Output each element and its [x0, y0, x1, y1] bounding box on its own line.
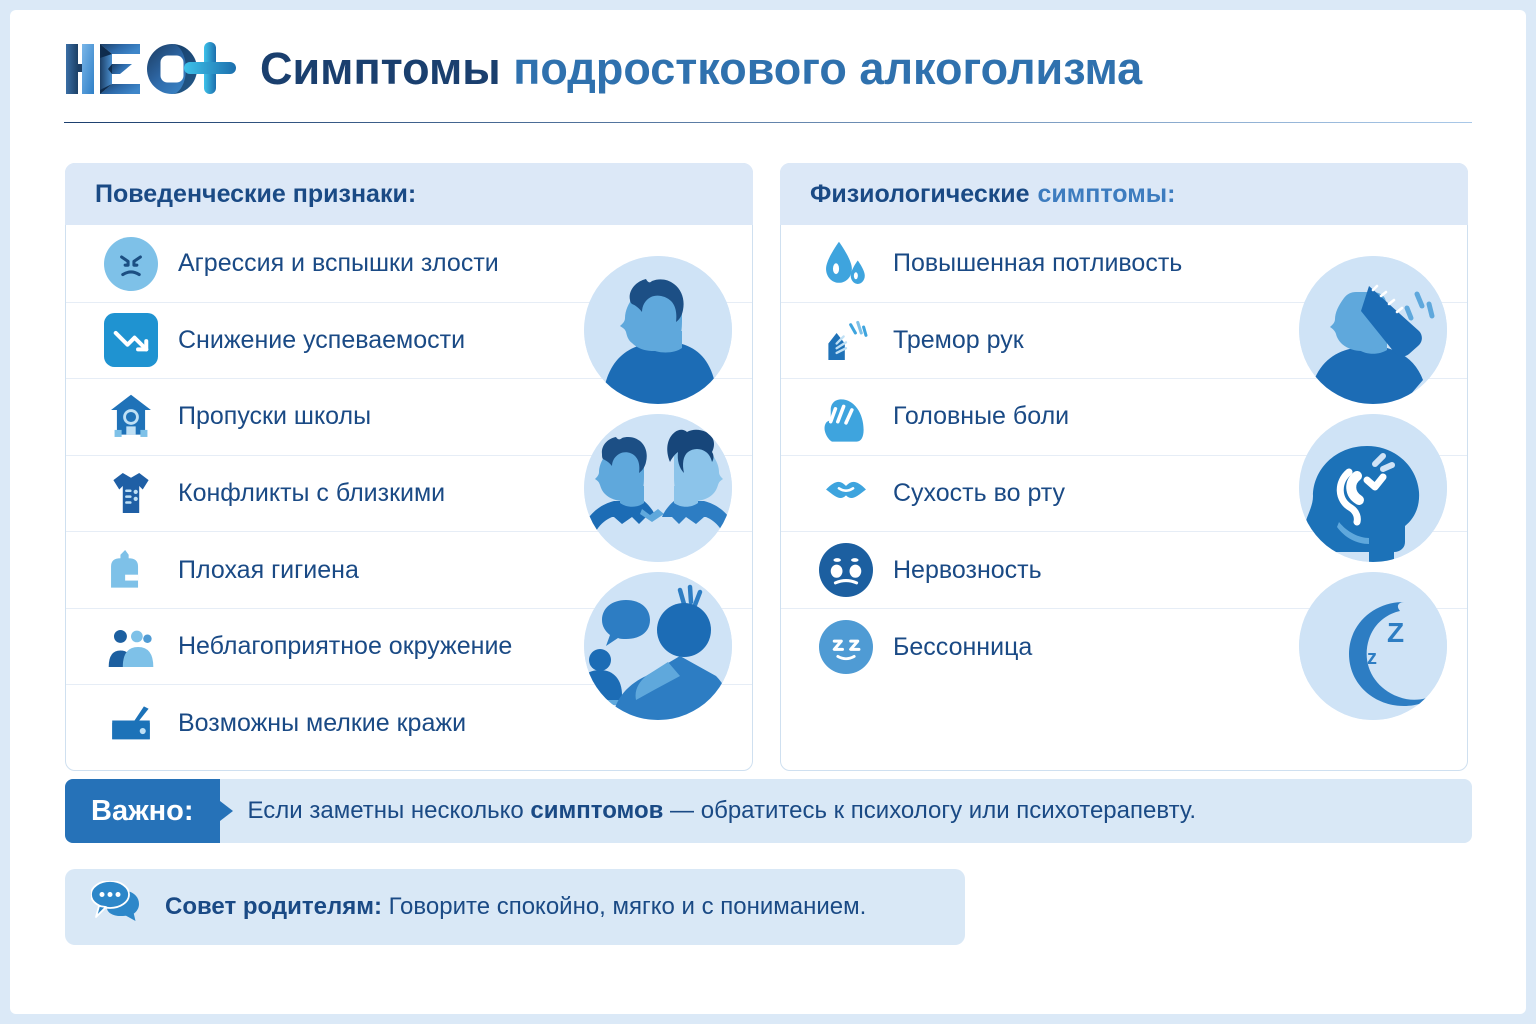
svg-text:z: z [1367, 647, 1377, 669]
svg-text:Z: Z [1387, 617, 1404, 648]
